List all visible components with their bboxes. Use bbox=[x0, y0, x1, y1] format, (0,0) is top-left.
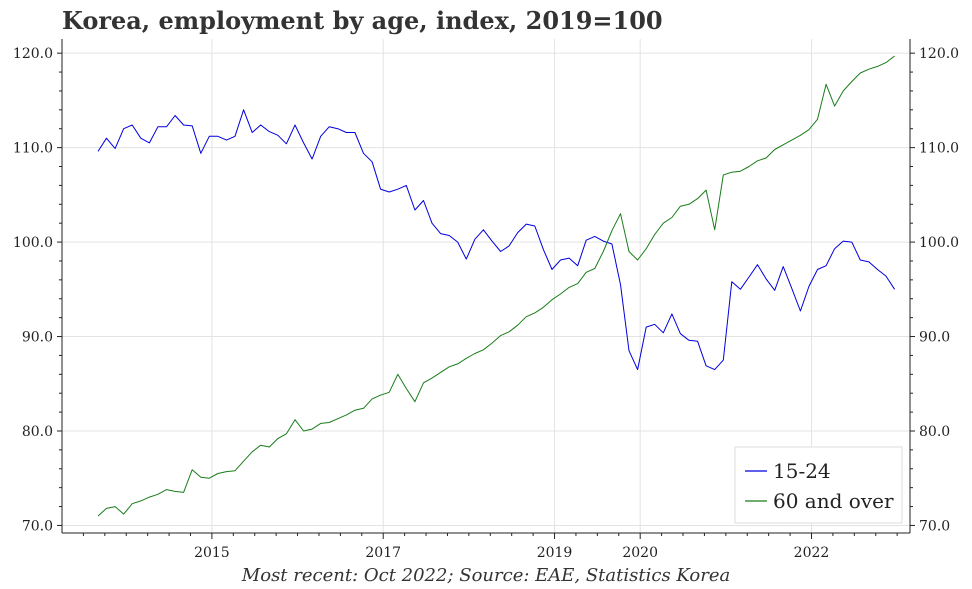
y-tick-label-left: 70.0 bbox=[22, 518, 53, 534]
series-lines bbox=[97, 55, 896, 517]
y-tick-label-right: 110.0 bbox=[919, 141, 959, 157]
y-tick-label-left: 80.0 bbox=[22, 424, 53, 440]
legend-box bbox=[734, 446, 903, 524]
chart-area: 70.0 70.0 80.0 80.0 90.0 90.0 100.0 100.0 110.0 1… bbox=[13, 39, 959, 561]
x-tick-label: 2017 bbox=[365, 545, 401, 561]
y-tick-label-left: 110.0 bbox=[13, 141, 53, 157]
chart-title: Korea, employment by age, index, 2019=10… bbox=[62, 6, 663, 35]
y-tick-label-right: 70.0 bbox=[919, 518, 950, 534]
ticks: 70.0 70.0 80.0 80.0 90.0 90.0 100.0 100.0 110.0 1… bbox=[13, 46, 959, 561]
legend-label-2: 60 and over bbox=[773, 489, 894, 513]
series-line-1 bbox=[97, 109, 896, 371]
legend-label-1: 15-24 bbox=[773, 459, 831, 483]
x-tick-label: 2019 bbox=[537, 545, 573, 561]
y-tick-label-right: 80.0 bbox=[919, 424, 950, 440]
source-caption: Most recent: Oct 2022; Source: EAE, Stat… bbox=[241, 565, 731, 586]
y-tick-label-right: 100.0 bbox=[919, 235, 959, 251]
y-tick-label-left: 100.0 bbox=[13, 235, 53, 251]
x-tick-label: 2015 bbox=[194, 545, 230, 561]
y-tick-label-right: 120.0 bbox=[919, 46, 959, 62]
x-tick-label: 2022 bbox=[794, 545, 830, 561]
y-tick-label-right: 90.0 bbox=[919, 330, 950, 346]
y-tick-label-left: 90.0 bbox=[22, 330, 53, 346]
y-tick-label-left: 120.0 bbox=[13, 46, 53, 62]
legend: 15-24 60 and over bbox=[734, 446, 903, 524]
x-tick-label: 2020 bbox=[622, 545, 658, 561]
series-line-2 bbox=[97, 55, 895, 517]
